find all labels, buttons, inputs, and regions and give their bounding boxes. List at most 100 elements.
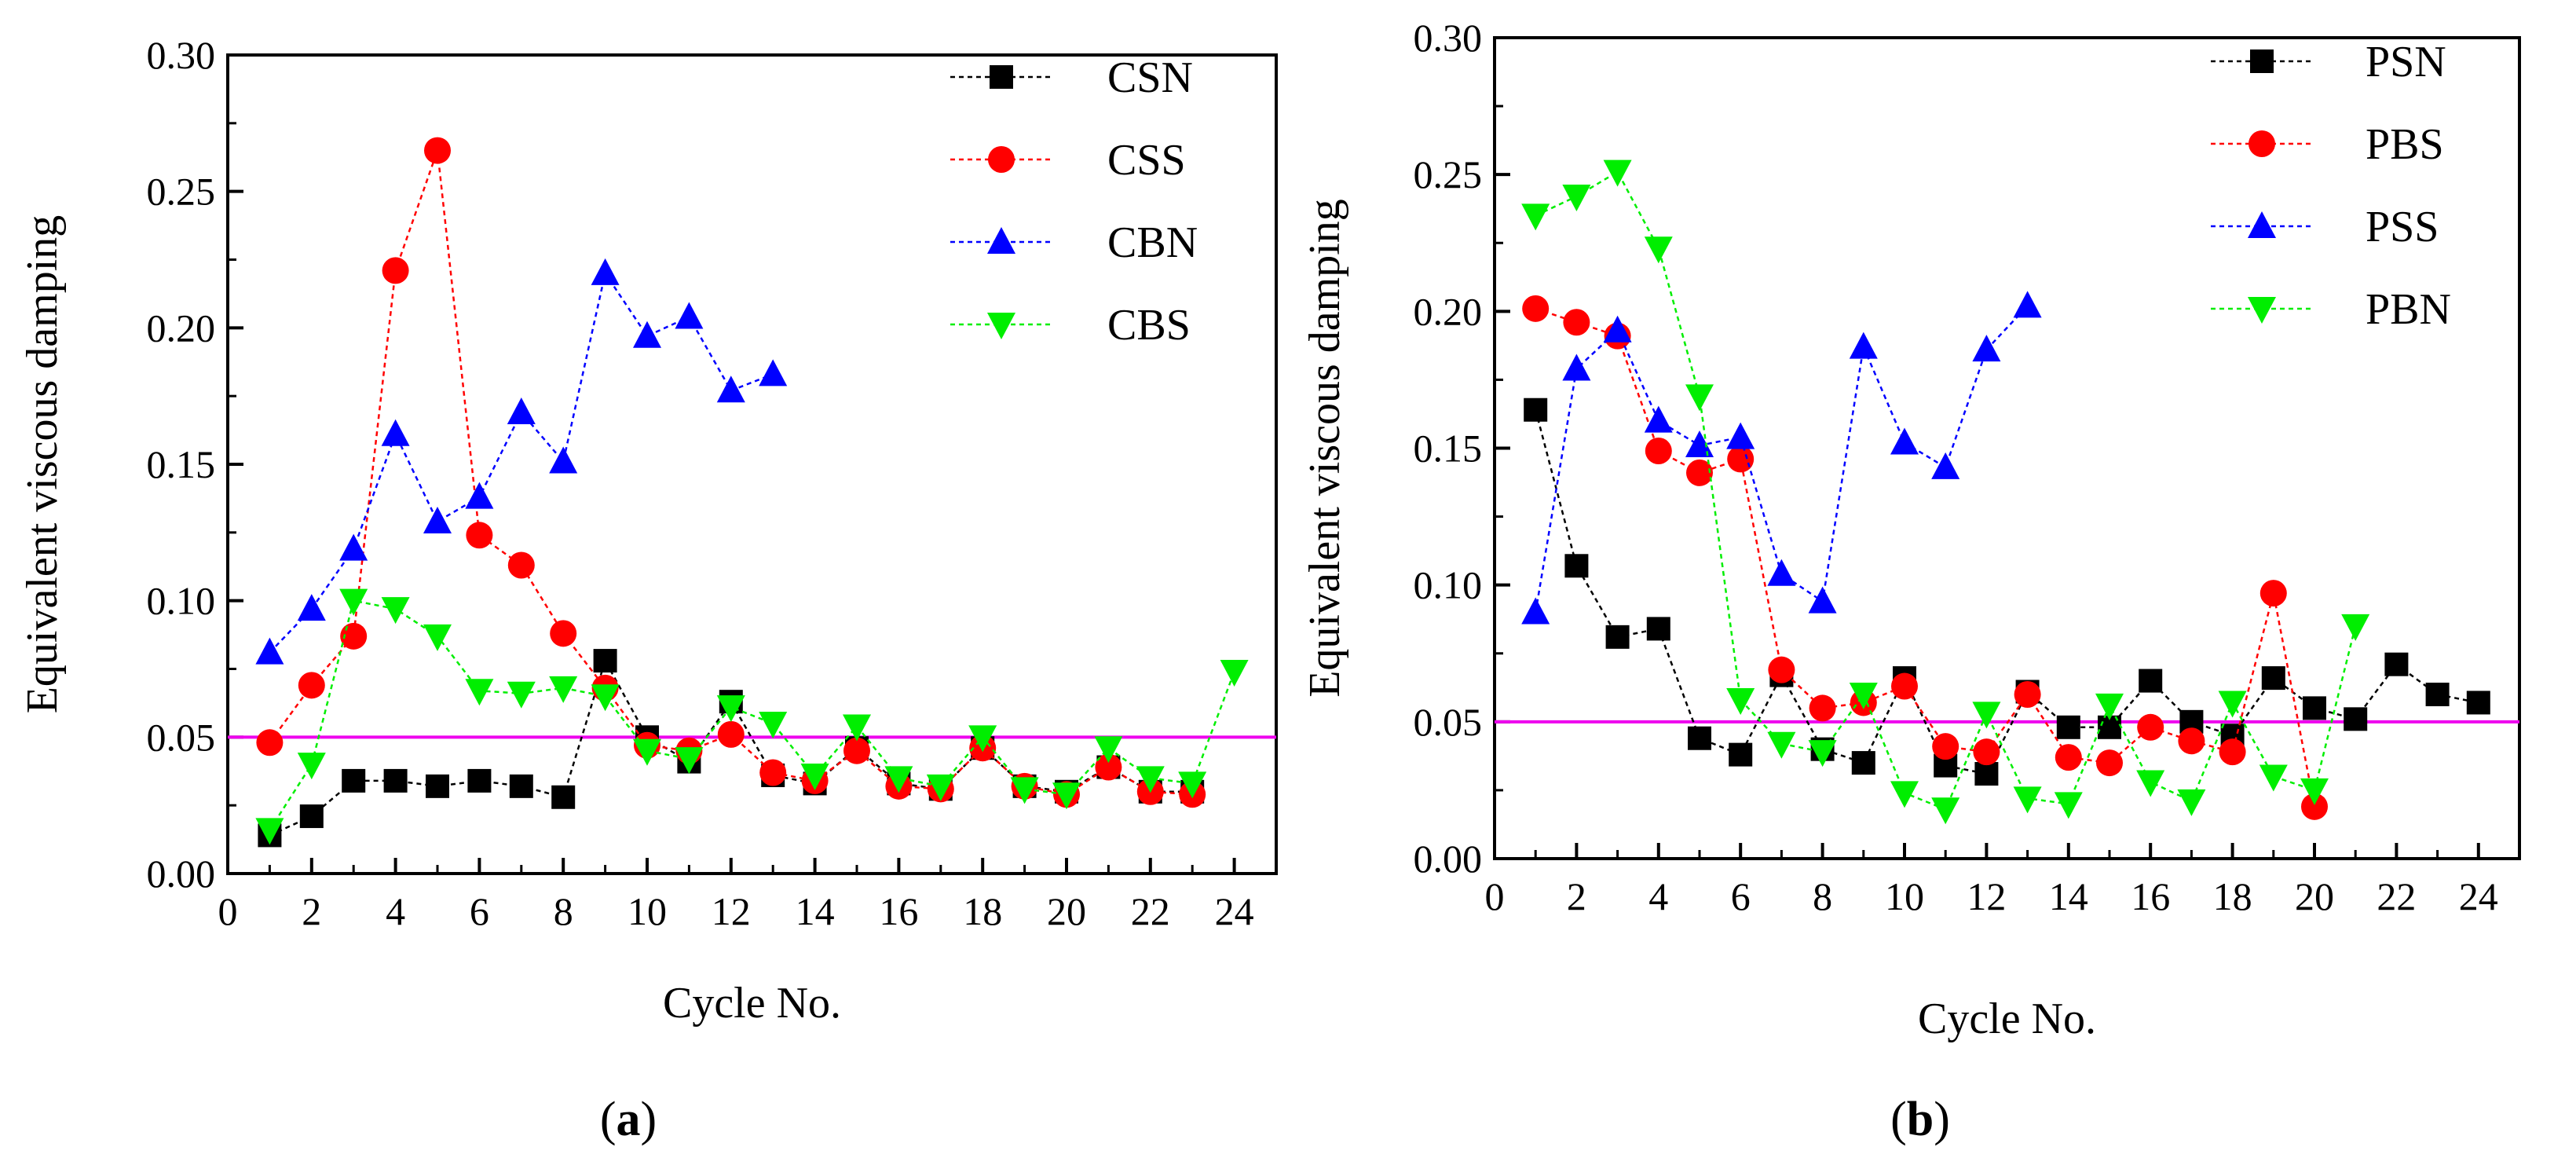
data-point-csn [509, 774, 533, 798]
y-axis-label-b: Equivalent viscous damping [1301, 199, 1349, 698]
series-line-csn [269, 658, 1193, 837]
legend-b: PSN PBS PSS PBN [2211, 38, 2451, 334]
legend-marker-css [988, 146, 1015, 173]
data-point-cbn [759, 359, 788, 387]
data-point-css [1095, 753, 1122, 781]
data-point-cbs [1094, 736, 1123, 764]
data-point-psn [1524, 397, 1548, 422]
data-point-css [507, 551, 535, 579]
legend-marker-psn [2250, 49, 2274, 73]
data-point-psn [1729, 742, 1753, 767]
legend-marker-cbs [987, 313, 1015, 339]
x-tick-label-b: 14 [2049, 874, 2088, 918]
data-point-psn [1564, 554, 1589, 578]
data-point-csn [593, 649, 617, 673]
data-point-cbs [1220, 659, 1249, 687]
plot-area-a: 0 2 4 6 8 10 12 14 16 18 20 22 240.000.050.100.150.2… [147, 33, 1278, 933]
data-point-psn [2303, 696, 2326, 720]
x-tick-label-a: 12 [712, 889, 751, 933]
x-tick-label-b: 16 [2131, 874, 2170, 918]
data-point-cbs [1136, 766, 1165, 793]
data-point-pbs [1891, 672, 1918, 700]
data-point-css [382, 257, 409, 284]
caption-letter-b: b [1907, 1093, 1934, 1146]
data-point-pbn [2218, 691, 2247, 718]
data-point-cbn [507, 397, 536, 425]
y-tick-label-b: 0.25 [1414, 152, 1483, 196]
x-tick-label-b: 22 [2377, 874, 2416, 918]
y-tick-label-b: 0.05 [1414, 700, 1483, 744]
legend-marker-pbs [2249, 130, 2275, 157]
data-point-pbn [2177, 789, 2206, 816]
x-tick-label-b: 6 [1731, 874, 1751, 918]
data-point-cbs [423, 624, 452, 651]
data-point-cbs [843, 714, 871, 742]
data-point-cbs [255, 818, 284, 845]
data-point-pbs [1522, 295, 1550, 322]
x-tick-label-a: 20 [1047, 889, 1086, 933]
data-point-pss [1849, 332, 1878, 359]
data-point-pss [1808, 586, 1837, 614]
y-axis-label-a: Equivalent viscous damping [18, 215, 67, 714]
legend-label-pss: PSS [2366, 203, 2439, 251]
data-point-cbs [465, 679, 494, 706]
x-tick-label-a: 8 [554, 889, 573, 933]
x-tick-label-a: 2 [302, 889, 321, 933]
data-point-csn [299, 804, 324, 829]
x-tick-label-a: 14 [796, 889, 835, 933]
data-point-csn [383, 768, 408, 793]
data-point-pbn [2259, 764, 2288, 792]
data-point-pss [1603, 315, 1632, 343]
caption-b: (b) [1890, 1093, 1950, 1146]
x-tick-label-a: 0 [218, 889, 238, 933]
legend-a: CSN CSS CBN CBS [950, 53, 1198, 350]
x-tick-label-b: 20 [2295, 874, 2334, 918]
data-point-psn [2056, 715, 2080, 739]
data-point-pbs [1932, 733, 1959, 760]
data-point-pbs [2055, 744, 2082, 771]
data-point-pbn [2054, 792, 2083, 819]
y-tick-label-a: 0.15 [147, 442, 216, 486]
data-point-pss [1767, 559, 1796, 586]
data-point-pbn [1849, 683, 1878, 709]
data-point-cbn [465, 482, 494, 509]
legend-label-pbs: PBS [2366, 120, 2444, 169]
data-point-cbs [884, 766, 913, 793]
x-tick-label-a: 22 [1131, 889, 1170, 933]
data-point-pss [1890, 427, 1919, 455]
y-tick-label-a: 0.30 [147, 33, 216, 77]
y-tick-label-b: 0.00 [1414, 837, 1483, 881]
y-tick-label-b: 0.30 [1414, 16, 1483, 60]
x-tick-label-b: 24 [2459, 874, 2498, 918]
data-point-cbs [800, 763, 829, 790]
data-point-pbn [1808, 740, 1837, 768]
data-point-pss [1726, 422, 1755, 449]
data-point-pbs [2301, 793, 2328, 820]
data-point-pbn [1603, 159, 1632, 187]
data-point-cbn [381, 419, 410, 446]
legend-marker-csn [990, 65, 1013, 89]
data-point-csn [551, 785, 576, 809]
data-point-cbn [675, 302, 704, 329]
data-point-pbs [2219, 738, 2246, 766]
data-point-pss [2013, 291, 2042, 318]
data-point-csn [426, 774, 449, 798]
data-point-pbs [2178, 727, 2205, 755]
data-point-pbs [2014, 681, 2041, 708]
data-point-psn [1851, 751, 1875, 775]
y-tick-label-a: 0.10 [147, 579, 216, 623]
data-point-pbn [1685, 384, 1714, 412]
data-point-cbs [926, 774, 955, 801]
y-tick-label-b: 0.15 [1414, 427, 1483, 471]
x-tick-label-a: 4 [386, 889, 405, 933]
x-tick-label-a: 10 [628, 889, 667, 933]
data-point-pbn [2300, 778, 2329, 805]
data-point-pbs [1645, 437, 1672, 464]
data-point-cbs [675, 747, 704, 775]
data-point-cbs [297, 753, 326, 780]
x-tick-label-b: 4 [1648, 874, 1668, 918]
y-tick-label-b: 0.10 [1414, 563, 1483, 607]
data-point-csn [342, 768, 366, 793]
x-tick-label-b: 18 [2213, 874, 2252, 918]
data-point-psn [2384, 652, 2409, 676]
